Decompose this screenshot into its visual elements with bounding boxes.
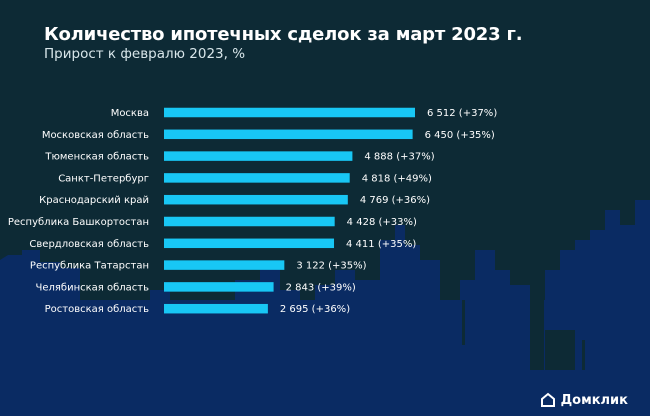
bar [164, 129, 413, 140]
value-label: 6 450 (+35%) [425, 130, 495, 141]
value-label: 4 818 (+49%) [362, 173, 432, 184]
category-label: Челябинская область [35, 282, 149, 293]
brand-name: Домклик [560, 392, 628, 408]
bar [164, 303, 268, 314]
category-label: Тюменская область [44, 152, 149, 163]
value-label: 4 888 (+37%) [364, 152, 434, 163]
house-icon [540, 392, 555, 407]
brand-logo: Домклик [540, 392, 628, 408]
value-label: 2 695 (+36%) [280, 304, 350, 315]
category-label: Республика Башкортостан [8, 217, 149, 228]
category-label: Москва [111, 108, 149, 119]
value-label: 4 769 (+36%) [360, 195, 430, 206]
value-label: 4 428 (+33%) [347, 217, 417, 228]
category-label: Краснодарский край [39, 195, 149, 206]
chart-subtitle: Прирост к февралю 2023, % [44, 46, 246, 62]
bar [164, 238, 335, 249]
bar [164, 260, 285, 270]
category-label: Свердловская область [29, 239, 149, 250]
category-label: Московская область [42, 130, 149, 141]
value-label: 6 512 (+37%) [427, 108, 497, 119]
value-label: 4 411 (+35%) [346, 239, 416, 250]
category-label: Ростовская область [45, 304, 149, 315]
value-label: 3 122 (+35%) [296, 261, 366, 272]
bar [164, 216, 335, 227]
category-label: Санкт-Петербург [58, 173, 149, 184]
value-label: 2 843 (+39%) [286, 282, 356, 293]
bar [164, 173, 350, 183]
bar [164, 282, 274, 292]
category-label: Республика Татарстан [30, 261, 149, 272]
bar [164, 107, 415, 118]
bar [164, 151, 353, 161]
chart-title: Количество ипотечных сделок за март 2023… [44, 24, 523, 45]
bar [164, 194, 348, 205]
